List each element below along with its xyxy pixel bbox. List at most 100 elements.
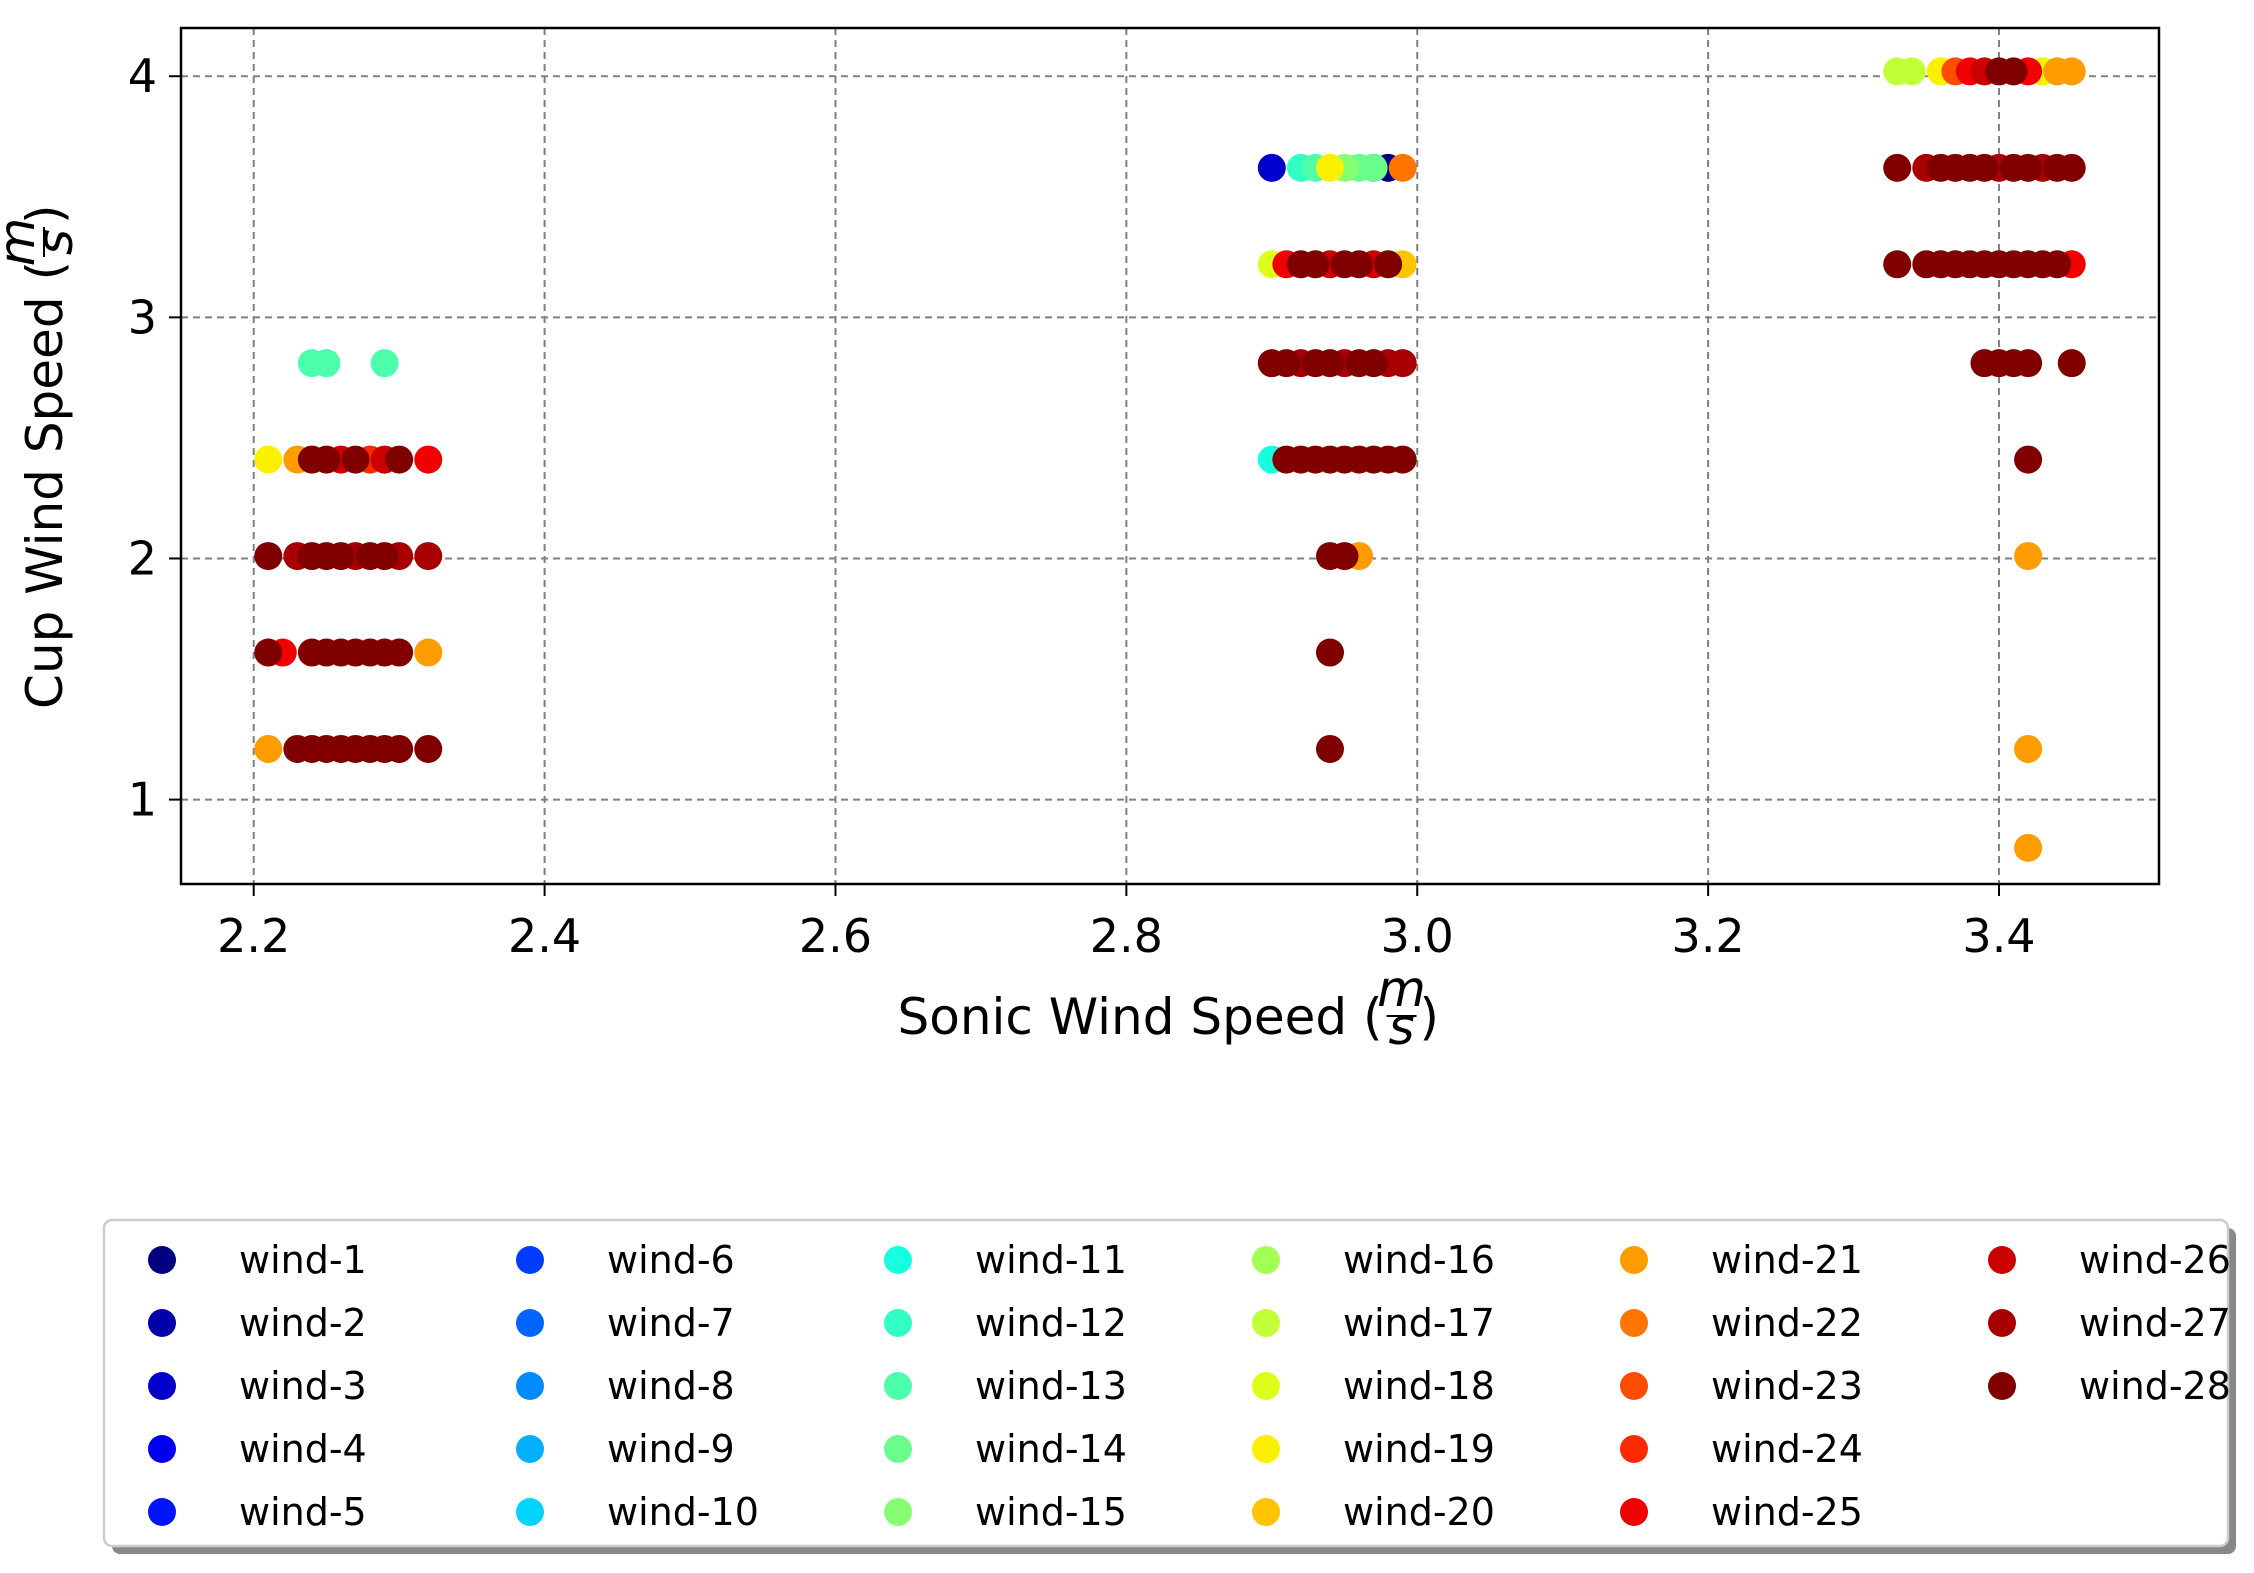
- x-unit-numerator: m: [1377, 960, 1426, 1018]
- legend-marker-wind-24: [1620, 1435, 1648, 1463]
- data-point-wind-28: [341, 445, 370, 474]
- legend-marker-wind-3: [148, 1372, 176, 1400]
- legend-label: wind-1: [239, 1238, 367, 1282]
- legend-marker-wind-17: [1252, 1309, 1280, 1337]
- data-point-wind-28: [385, 638, 414, 667]
- legend-label: wind-18: [1343, 1364, 1495, 1408]
- legend-marker-wind-14: [884, 1435, 912, 1463]
- grid-lines: [181, 28, 2159, 884]
- legend-marker-wind-12: [884, 1309, 912, 1337]
- legend-marker-wind-11: [884, 1246, 912, 1274]
- data-point-wind-28: [1883, 250, 1912, 279]
- legend-items: wind-1 wind-2 wind-3 wind-4 wind-5 wind-6 wind…: [148, 1238, 2231, 1534]
- legend-label: wind-2: [239, 1301, 367, 1345]
- legend-label: wind-22: [1711, 1301, 1863, 1345]
- legend-label: wind-27: [2079, 1301, 2231, 1345]
- x-tick-label: 3.2: [1672, 909, 1745, 963]
- legend-marker-wind-27: [1988, 1309, 2016, 1337]
- data-point-wind-28: [254, 638, 283, 667]
- data-point-wind-28: [1345, 250, 1374, 279]
- data-point-wind-28: [2057, 153, 2086, 182]
- legend-marker-wind-9: [516, 1435, 544, 1463]
- data-point-wind-13: [312, 349, 341, 378]
- legend-label: wind-12: [975, 1301, 1127, 1345]
- legend: wind-1 wind-2 wind-3 wind-4 wind-5 wind-6 wind…: [102, 1218, 2236, 1554]
- data-point-wind-17: [1897, 57, 1926, 86]
- legend-marker-wind-18: [1252, 1372, 1280, 1400]
- data-point-wind-19: [1315, 153, 1344, 182]
- legend-label: wind-9: [607, 1427, 735, 1471]
- data-point-wind-28: [1315, 734, 1344, 763]
- legend-marker-wind-4: [148, 1435, 176, 1463]
- legend-label: wind-26: [2079, 1238, 2231, 1282]
- legend-label: wind-19: [1343, 1427, 1495, 1471]
- y-axis-label-text: Cup Wind Speed (: [16, 261, 74, 709]
- data-point-wind-13: [370, 349, 399, 378]
- legend-label: wind-7: [607, 1301, 735, 1345]
- x-unit-denominator: s: [1388, 998, 1414, 1056]
- legend-label: wind-13: [975, 1364, 1127, 1408]
- legend-marker-wind-20: [1252, 1498, 1280, 1526]
- data-point-wind-28: [1315, 349, 1344, 378]
- legend-label: wind-5: [239, 1490, 367, 1534]
- legend-marker-wind-7: [516, 1309, 544, 1337]
- x-tick-label: 2.6: [799, 909, 872, 963]
- legend-label: wind-6: [607, 1238, 735, 1282]
- legend-label: wind-23: [1711, 1364, 1863, 1408]
- data-point-wind-21: [254, 734, 283, 763]
- x-tick-label: 2.2: [217, 909, 290, 963]
- legend-box: [102, 1218, 2230, 1548]
- legend-marker-wind-21: [1620, 1246, 1648, 1274]
- y-axis-label: Cup Wind Speed (: [16, 261, 74, 709]
- legend-marker-wind-13: [884, 1372, 912, 1400]
- y-tick-label: 2: [128, 531, 157, 585]
- x-axis-label-text: Sonic Wind Speed (: [898, 988, 1383, 1046]
- y-unit-numerator: m: [0, 218, 46, 267]
- data-point-wind-28: [1315, 638, 1344, 667]
- y-axis-ticks: 1 2 3 4: [128, 49, 181, 827]
- y-tick-label: 3: [128, 290, 157, 344]
- data-point-wind-28: [2014, 349, 2043, 378]
- x-axis-unit-fraction: m s ): [1377, 960, 1439, 1056]
- legend-label: wind-15: [975, 1490, 1127, 1534]
- data-point-wind-21: [2014, 542, 2043, 571]
- y-unit-denominator: s: [26, 229, 84, 255]
- legend-marker-wind-6: [516, 1246, 544, 1274]
- data-point-wind-21: [2057, 57, 2086, 86]
- data-point-wind-27: [1388, 349, 1417, 378]
- data-point-wind-28: [370, 542, 399, 571]
- legend-marker-wind-26: [1988, 1246, 2016, 1274]
- data-points: [254, 57, 2086, 862]
- x-tick-label: 3.4: [1962, 909, 2035, 963]
- data-point-wind-28: [1330, 542, 1359, 571]
- legend-label: wind-3: [239, 1364, 367, 1408]
- legend-label: wind-20: [1343, 1490, 1495, 1534]
- data-point-wind-28: [2014, 153, 2043, 182]
- y-axis-label-group: Cup Wind Speed ( m s ): [0, 205, 84, 709]
- data-point-wind-28: [414, 734, 443, 763]
- legend-marker-wind-15: [884, 1498, 912, 1526]
- legend-marker-wind-23: [1620, 1372, 1648, 1400]
- legend-label: wind-17: [1343, 1301, 1495, 1345]
- legend-label: wind-24: [1711, 1427, 1863, 1471]
- y-tick-label: 4: [128, 49, 157, 103]
- data-point-wind-28: [326, 542, 355, 571]
- data-point-wind-28: [385, 445, 414, 474]
- legend-label: wind-25: [1711, 1490, 1863, 1534]
- data-point-wind-28: [2057, 349, 2086, 378]
- legend-marker-wind-28: [1988, 1372, 2016, 1400]
- data-point-wind-21: [2014, 734, 2043, 763]
- x-axis-label: Sonic Wind Speed (: [898, 988, 1383, 1046]
- legend-marker-wind-10: [516, 1498, 544, 1526]
- legend-label: wind-14: [975, 1427, 1127, 1471]
- data-point-wind-28: [254, 542, 283, 571]
- data-point-wind-28: [1883, 153, 1912, 182]
- data-point-wind-21: [414, 638, 443, 667]
- plot-frame: [179, 26, 2161, 886]
- data-point-wind-28: [1374, 250, 1403, 279]
- legend-label: wind-28: [2079, 1364, 2231, 1408]
- data-point-wind-27: [414, 542, 443, 571]
- data-point-wind-28: [312, 445, 341, 474]
- data-point-wind-28: [1301, 250, 1330, 279]
